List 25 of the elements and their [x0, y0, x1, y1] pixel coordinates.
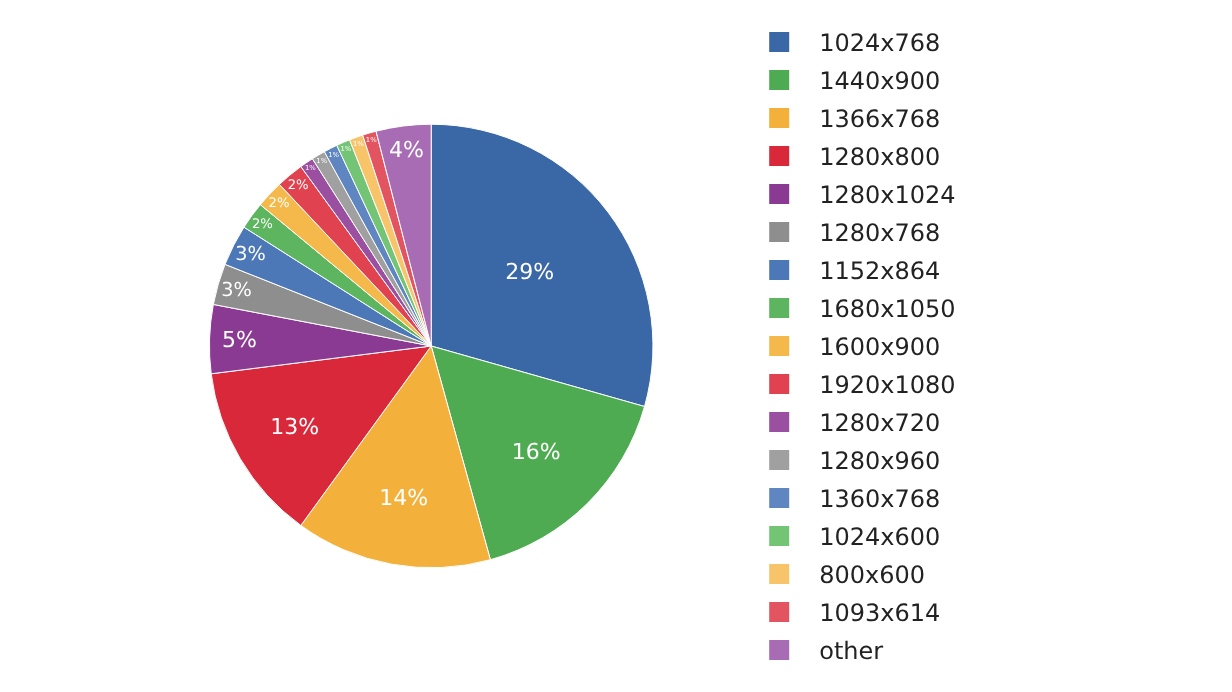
legend-label: 1600x900	[819, 333, 941, 362]
legend-label: 1366x768	[819, 105, 941, 134]
legend-label: 1680x1050	[819, 295, 956, 324]
data-label: 13%	[270, 413, 320, 440]
legend-label: 1024x768	[819, 29, 941, 58]
legend-label: 1280x960	[819, 447, 941, 476]
legend-label: 1024x600	[819, 523, 941, 552]
data-label: 3%	[221, 279, 252, 302]
legend-label: 1280x768	[819, 219, 941, 248]
data-label: 5%	[222, 326, 257, 353]
legend-label: 1280x1024	[819, 181, 956, 210]
legend-label: 1920x1080	[819, 371, 956, 400]
legend-label: 1152x864	[819, 257, 941, 286]
data-label: 14%	[379, 485, 429, 512]
data-label: 4%	[389, 137, 424, 164]
legend-label: other	[819, 637, 884, 666]
legend-label: 1093x614	[819, 599, 941, 628]
legend-label: 1280x800	[819, 143, 941, 172]
data-label: 16%	[511, 438, 561, 465]
legend-label: 1360x768	[819, 485, 941, 514]
legend-label: 1440x900	[819, 67, 941, 96]
legend-label: 1280x720	[819, 409, 941, 438]
legend-label: 800x600	[819, 561, 926, 590]
data-label: 29%	[505, 258, 555, 285]
data-label: 3%	[235, 244, 266, 267]
